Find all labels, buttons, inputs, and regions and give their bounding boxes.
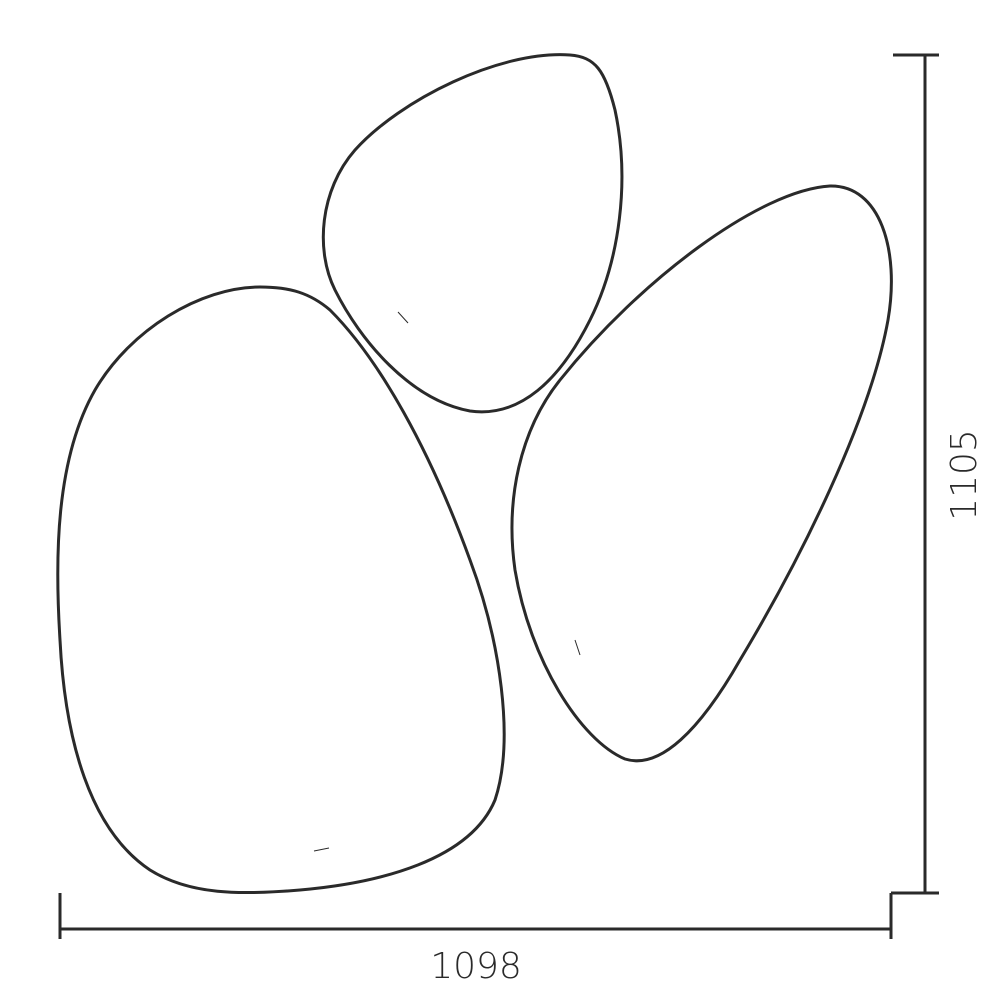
width-dimension-line — [58, 893, 893, 939]
height-label: 1105 — [944, 429, 985, 521]
reflection-mark — [313, 847, 330, 852]
height-dimension-line — [891, 53, 939, 895]
right-mirror-outline — [510, 184, 893, 763]
reflection-mark — [397, 311, 409, 324]
width-label: 1098 — [430, 946, 522, 987]
large-left-mirror-outline — [56, 285, 506, 895]
reflection-mark — [574, 639, 581, 656]
small-top-mirror-outline — [321, 53, 624, 414]
